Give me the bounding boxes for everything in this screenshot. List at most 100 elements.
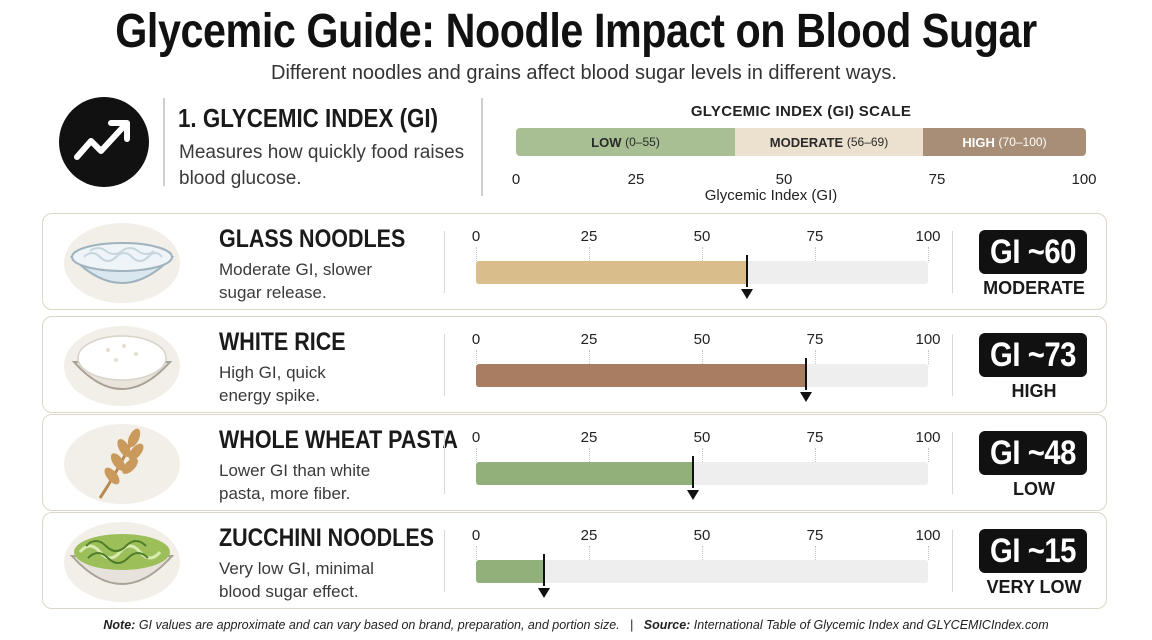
gi-level-label: HIGH <box>1011 381 1057 401</box>
bar-gridline <box>476 350 477 364</box>
bar-tick-label: 0 <box>471 228 481 245</box>
scale-tick-label: 75 <box>928 171 946 188</box>
bar-tick-label: 0 <box>471 527 481 544</box>
gi-scale-bar: LOW (0–55) MODERATE (56–69) HIGH (70–100… <box>516 128 1086 156</box>
bar-fill <box>476 364 806 387</box>
bar-gridline <box>815 546 816 560</box>
bar-tick-label: 50 <box>693 228 711 245</box>
gi-marker-line <box>746 255 749 287</box>
scale-segment-high: HIGH (70–100) <box>923 128 1086 156</box>
row-divider <box>444 334 445 396</box>
bar-tick-label: 75 <box>806 429 824 446</box>
rice-bowl-icon <box>62 320 182 408</box>
bar-gridline <box>589 448 590 462</box>
bar-tick-label: 25 <box>580 429 598 446</box>
food-description: High GI, quick energy spike. <box>219 363 326 405</box>
bar-gridline <box>589 546 590 560</box>
bar-tick-label: 25 <box>580 228 598 245</box>
gi-badge: GI ~60 <box>979 230 1087 274</box>
bar-fill <box>476 462 693 485</box>
food-name: WHOLE WHEAT PASTA <box>219 426 458 454</box>
bar-gridline <box>815 247 816 261</box>
gi-marker-line <box>691 456 694 488</box>
scale-axis-label: Glycemic Index (GI) <box>704 187 838 204</box>
gi-level-label: VERY LOW <box>986 577 1082 597</box>
row-divider <box>952 334 953 396</box>
gi-badge: GI ~15 <box>979 529 1087 573</box>
gi-marker-line <box>804 358 807 390</box>
bar-tick-label: 25 <box>580 331 598 348</box>
bar-gridline <box>815 350 816 364</box>
intro-divider <box>163 98 165 186</box>
gi-level-label: LOW <box>1013 479 1055 499</box>
bar-gridline <box>476 546 477 560</box>
bar-tick-label: 100 <box>915 331 941 348</box>
bar-fill <box>476 560 544 583</box>
bar-tick-label: 75 <box>806 228 824 245</box>
gi-level-label: MODERATE <box>983 278 1085 298</box>
gi-badge: GI ~48 <box>979 431 1087 475</box>
scale-tick-label: 25 <box>627 171 645 188</box>
scale-tick-label: 50 <box>775 171 793 188</box>
row-divider <box>444 231 445 293</box>
trending-up-icon <box>59 97 149 187</box>
bar-tick-label: 100 <box>915 429 941 446</box>
bar-gridline <box>928 247 929 261</box>
bar-tick-label: 50 <box>693 331 711 348</box>
scale-title: GLYCEMIC INDEX (GI) SCALE <box>690 103 912 120</box>
bar-tick-label: 75 <box>806 527 824 544</box>
gi-marker-arrow <box>537 588 550 598</box>
bar-tick-label: 50 <box>693 429 711 446</box>
gi-marker-arrow <box>686 490 699 500</box>
row-divider <box>444 432 445 494</box>
gi-marker-line <box>542 554 545 586</box>
bar-tick-label: 100 <box>915 228 941 245</box>
bar-gridline <box>702 546 703 560</box>
food-name: GLASS NOODLES <box>219 225 406 253</box>
bar-gridline <box>702 350 703 364</box>
gi-marker-arrow <box>799 392 812 402</box>
bar-tick-label: 75 <box>806 331 824 348</box>
bar-track <box>476 560 928 583</box>
food-description: Moderate GI, slower sugar release. <box>219 260 373 302</box>
bar-gridline <box>589 247 590 261</box>
scale-tick-label: 0 <box>511 171 521 188</box>
footer-note: Note: GI values are approximate and can … <box>103 618 1049 632</box>
gi-heading: 1. GLYCEMIC INDEX (GI) <box>178 103 439 133</box>
bar-tick-label: 50 <box>693 527 711 544</box>
bar-gridline <box>702 448 703 462</box>
bar-gridline <box>928 546 929 560</box>
food-description: Very low GI, minimal blood sugar effect. <box>219 559 374 601</box>
bar-gridline <box>928 448 929 462</box>
bar-gridline <box>589 350 590 364</box>
food-name: WHITE RICE <box>219 328 346 356</box>
gi-marker-arrow <box>741 289 754 299</box>
bar-gridline <box>476 448 477 462</box>
page-subtitle: Different noodles and grains affect bloo… <box>271 62 897 84</box>
wheat-icon <box>62 418 182 506</box>
page-title: Glycemic Guide: Noodle Impact on Blood S… <box>115 5 1037 58</box>
zucchini-noodles-bowl-icon <box>62 516 182 604</box>
bar-gridline <box>476 247 477 261</box>
food-name: ZUCCHINI NOODLES <box>219 524 434 552</box>
bar-gridline <box>702 247 703 261</box>
bar-gridline <box>815 448 816 462</box>
row-divider <box>952 231 953 293</box>
bar-gridline <box>928 350 929 364</box>
bar-tick-label: 25 <box>580 527 598 544</box>
bar-tick-label: 0 <box>471 331 481 348</box>
scale-divider <box>481 98 483 196</box>
row-divider <box>952 432 953 494</box>
food-description: Lower GI than white pasta, more fiber. <box>219 461 371 503</box>
scale-segment-moderate: MODERATE (56–69) <box>735 128 923 156</box>
row-divider <box>444 530 445 592</box>
bar-tick-label: 0 <box>471 429 481 446</box>
bar-fill <box>476 261 748 284</box>
scale-segment-low: LOW (0–55) <box>516 128 735 156</box>
scale-tick-label: 100 <box>1071 171 1097 188</box>
gi-description: Measures how quickly food raises blood g… <box>179 142 465 189</box>
bar-tick-label: 100 <box>915 527 941 544</box>
gi-badge: GI ~73 <box>979 333 1087 377</box>
glass-noodles-bowl-icon <box>62 217 182 305</box>
row-divider <box>952 530 953 592</box>
